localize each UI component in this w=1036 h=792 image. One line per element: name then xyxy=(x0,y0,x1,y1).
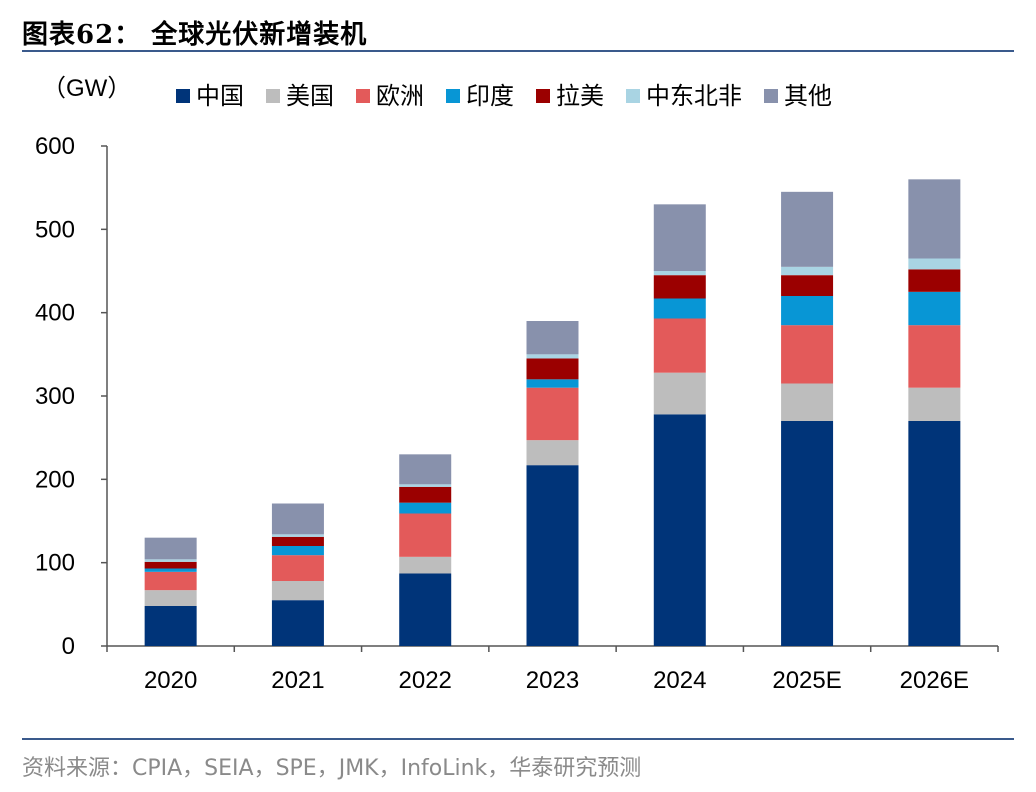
legend-swatch-2 xyxy=(266,89,280,103)
chart-title: 图表62： 全球光伏新增装机 xyxy=(22,20,368,50)
bar-2023-7 xyxy=(526,321,579,355)
bar-2022-5 xyxy=(399,486,452,503)
bar-2022-7 xyxy=(399,454,452,485)
bar-2026E-4 xyxy=(908,291,961,326)
bar-2020-2 xyxy=(144,590,197,606)
y-tick-label-0: 0 xyxy=(62,633,75,660)
x-tick-label-2024: 2024 xyxy=(653,667,706,694)
bar-2023-6 xyxy=(526,354,579,359)
bar-2022-1 xyxy=(399,573,452,646)
footer-divider xyxy=(22,738,1014,740)
bar-2022-2 xyxy=(399,556,452,574)
bar-2023-2 xyxy=(526,440,579,466)
bar-2024-1 xyxy=(653,414,706,646)
bar-2020-7 xyxy=(144,537,197,560)
bar-2021-4 xyxy=(271,546,324,556)
y-tick-label-3: 300 xyxy=(35,383,75,410)
x-tick-label-2021: 2021 xyxy=(271,667,324,694)
bar-2024-7 xyxy=(653,204,706,271)
bar-2020-1 xyxy=(144,606,197,646)
bar-2021-5 xyxy=(271,536,324,546)
bar-2021-1 xyxy=(271,600,324,646)
bar-2020-5 xyxy=(144,561,197,569)
bar-2025E-5 xyxy=(781,275,834,296)
bar-2025E-6 xyxy=(781,266,834,276)
bar-2022-6 xyxy=(399,484,452,487)
x-tick-label-2020: 2020 xyxy=(144,667,197,694)
bar-2022-4 xyxy=(399,502,452,514)
legend-swatch-4 xyxy=(446,89,460,103)
legend-label-4: 印度 xyxy=(466,82,514,110)
y-tick-label-5: 500 xyxy=(35,216,75,243)
bar-2024-6 xyxy=(653,271,706,276)
source-note: 资料来源：CPIA，SEIA，SPE，JMK，InfoLink，华泰研究预测 xyxy=(22,756,642,781)
bar-2026E-2 xyxy=(908,387,961,421)
x-tick-label-2022: 2022 xyxy=(399,667,452,694)
legend-swatch-5 xyxy=(536,89,550,103)
y-unit-label: （GW） xyxy=(42,75,131,102)
bar-2025E-2 xyxy=(781,383,834,421)
legend-swatch-6 xyxy=(626,89,640,103)
bar-2024-2 xyxy=(653,372,706,415)
legend-label-1: 中国 xyxy=(196,82,244,110)
bar-2023-1 xyxy=(526,465,579,646)
bar-2024-4 xyxy=(653,298,706,319)
y-tick-label-2: 200 xyxy=(35,466,75,493)
bar-2021-2 xyxy=(271,581,324,601)
bar-2022-3 xyxy=(399,513,452,557)
bar-2021-7 xyxy=(271,503,324,535)
bar-2026E-1 xyxy=(908,421,961,646)
bar-2025E-3 xyxy=(781,325,834,384)
bar-2026E-3 xyxy=(908,325,961,388)
bar-2026E-7 xyxy=(908,179,961,259)
legend-swatch-7 xyxy=(764,89,778,103)
bar-2023-4 xyxy=(526,379,579,388)
legend-label-2: 美国 xyxy=(286,82,334,110)
bar-2026E-6 xyxy=(908,258,961,270)
bar-2020-4 xyxy=(144,568,197,572)
bar-2021-3 xyxy=(271,555,324,581)
x-tick-label-2025E: 2025E xyxy=(772,667,841,694)
x-tick-label-2026E: 2026E xyxy=(900,667,969,694)
bar-2025E-7 xyxy=(781,191,834,267)
bar-2021-6 xyxy=(271,534,324,537)
bar-2026E-5 xyxy=(908,269,961,292)
bar-2020-3 xyxy=(144,571,197,591)
legend-swatch-3 xyxy=(356,89,370,103)
y-tick-label-4: 400 xyxy=(35,300,75,327)
legend-label-7: 其他 xyxy=(784,82,832,110)
title-divider xyxy=(22,50,1014,52)
y-tick-label-1: 100 xyxy=(35,550,75,577)
bar-2023-5 xyxy=(526,358,579,380)
y-tick-label-6: 600 xyxy=(35,133,75,160)
legend-swatch-1 xyxy=(176,89,190,103)
bar-2023-3 xyxy=(526,387,579,441)
bar-2020-6 xyxy=(144,559,197,562)
legend-label-3: 欧洲 xyxy=(376,82,424,110)
bar-2025E-1 xyxy=(781,421,834,646)
x-tick-label-2023: 2023 xyxy=(526,667,579,694)
bar-2024-5 xyxy=(653,275,706,299)
legend-label-6: 中东北非 xyxy=(646,82,742,110)
bar-2025E-4 xyxy=(781,296,834,326)
legend-label-5: 拉美 xyxy=(556,82,604,110)
bar-2024-3 xyxy=(653,318,706,373)
